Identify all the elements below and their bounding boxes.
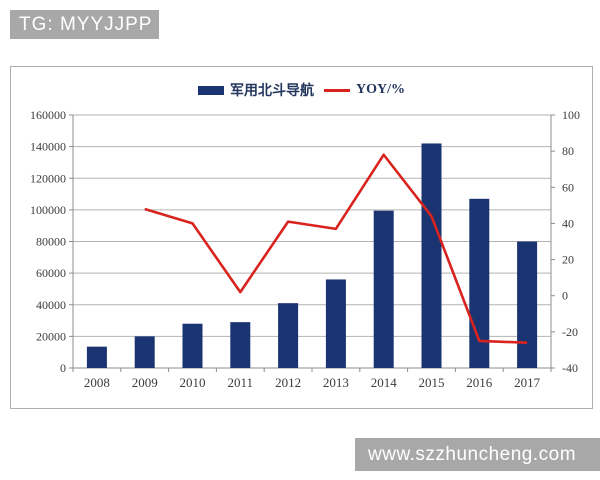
left-axis-tick-label: 140000 — [30, 140, 66, 154]
bar-2011 — [230, 322, 251, 368]
bar-series-swatch-icon — [198, 85, 224, 95]
axes: 0 20000 40000 60000 80000 100000 120000 140000 1… — [30, 108, 580, 390]
x-axis-year-label: 2013 — [323, 375, 349, 390]
right-axis-tick-label: -20 — [562, 325, 578, 339]
bar-series — [86, 143, 538, 368]
x-axis-year-label: 2011 — [228, 375, 254, 390]
yoy-line — [144, 153, 528, 344]
left-axis-tick-label: 120000 — [30, 171, 66, 185]
left-axis-tick-label: 40000 — [36, 298, 66, 312]
watermark-bottom-banner: www.szzhuncheng.com — [355, 438, 600, 471]
right-axis-tick-label: 20 — [562, 253, 574, 267]
right-axis-tick-label: 60 — [562, 180, 574, 194]
right-axis-tick-label: 40 — [562, 216, 574, 230]
right-axis-tick-label: 0 — [562, 289, 568, 303]
bar-2008 — [86, 346, 107, 368]
right-axis-tick-label: 100 — [562, 108, 580, 122]
chart-legend: 军用北斗导航 YOY/% — [11, 80, 592, 100]
bar-2014 — [373, 210, 394, 368]
right-axis-tick-label: -40 — [562, 361, 578, 375]
left-axis-tick-label: 20000 — [36, 329, 66, 343]
bar-2013 — [325, 279, 346, 368]
legend-bar-label: 军用北斗导航 — [230, 84, 314, 99]
x-axis-year-label: 2010 — [180, 375, 206, 390]
bar-2017 — [517, 241, 538, 368]
bar-2009 — [134, 336, 155, 368]
x-axis-year-label: 2016 — [466, 375, 493, 390]
combo-chart-plot: 0 20000 40000 60000 80000 100000 120000 140000 1… — [30, 108, 580, 390]
x-axis-year-label: 2012 — [275, 375, 301, 390]
left-axis-tick-label: 160000 — [30, 108, 66, 122]
watermark-bottom-text: www.szzhuncheng.com — [368, 443, 577, 465]
x-axis-year-label: 2017 — [514, 375, 541, 390]
watermark-top-banner: TG: MYYJJPP — [10, 10, 159, 39]
legend-item-bar: 军用北斗导航 — [198, 80, 314, 100]
right-axis-tick-label: 80 — [562, 144, 574, 158]
legend-item-line: YOY/% — [324, 82, 405, 98]
x-axis-year-label: 2014 — [371, 375, 398, 390]
bar-2016 — [469, 198, 490, 368]
x-axis-year-label: 2009 — [132, 375, 158, 390]
bar-2010 — [182, 323, 203, 368]
watermark-top-text: TG: MYYJJPP — [19, 13, 153, 35]
left-axis-tick-label: 80000 — [36, 235, 66, 249]
line-series-swatch-icon — [324, 88, 350, 92]
x-axis-year-label: 2015 — [419, 375, 445, 390]
chart-container: 军用北斗导航 YOY/% 0 20000 40000 60000 80000 100000… — [10, 66, 593, 409]
left-axis-tick-label: 100000 — [30, 203, 66, 217]
bar-2012 — [278, 303, 299, 368]
bar-2015 — [421, 143, 442, 368]
left-axis-tick-label: 0 — [60, 361, 66, 375]
legend-line-label: YOY/% — [356, 82, 405, 97]
x-axis-year-label: 2008 — [84, 375, 110, 390]
gridlines — [73, 114, 551, 337]
left-axis-tick-label: 60000 — [36, 266, 66, 280]
